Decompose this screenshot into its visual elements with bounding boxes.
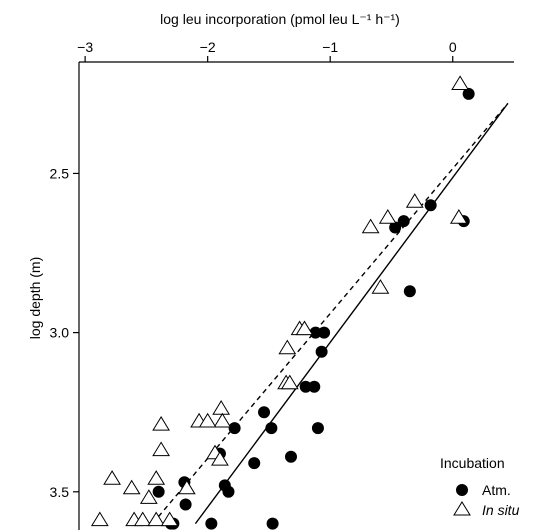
point-atm (205, 517, 218, 530)
point-atm (403, 285, 416, 298)
point-atm (462, 87, 475, 100)
y-tick-label: 2.5 (50, 165, 70, 181)
point-in-situ (451, 75, 469, 90)
point-in-situ (378, 209, 397, 224)
point-in-situ (139, 489, 158, 504)
point-in-situ (147, 470, 166, 485)
point-in-situ (103, 470, 121, 485)
point-atm (389, 221, 402, 234)
point-atm (318, 326, 331, 339)
point-in-situ (152, 415, 170, 431)
point-in-situ (122, 479, 141, 495)
point-in-situ (152, 441, 170, 457)
point-in-situ (278, 339, 297, 355)
x-tick-label: 0 (449, 39, 457, 55)
legend-marker-atm (456, 484, 468, 496)
data-points (90, 75, 475, 530)
legend-label-atm: Atm. (482, 482, 511, 498)
point-in-situ (133, 511, 152, 527)
point-atm (397, 215, 410, 228)
legend: Incubation Atm. In situ (440, 455, 520, 518)
point-atm (266, 517, 279, 530)
x-tick-label: −3 (77, 39, 93, 55)
y-tick-label: 3.5 (50, 484, 70, 500)
point-atm (299, 380, 312, 393)
point-atm (228, 422, 241, 435)
point-in-situ (211, 450, 229, 466)
point-atm (258, 406, 271, 419)
x-tick-label: −1 (322, 39, 338, 55)
point-in-situ (449, 209, 468, 224)
point-atm (265, 422, 278, 435)
point-atm (152, 485, 165, 498)
fit-line-atm (194, 102, 509, 525)
point-in-situ (177, 479, 196, 495)
legend-title: Incubation (440, 455, 505, 471)
point-in-situ (147, 511, 166, 527)
point-in-situ (198, 412, 217, 428)
x-axis-title: log leu incorporation (pmol leu L⁻¹ h⁻¹) (160, 11, 400, 27)
point-atm (311, 422, 324, 435)
point-in-situ (295, 320, 314, 336)
point-atm (248, 457, 261, 470)
point-in-situ (405, 193, 424, 208)
point-atm (424, 199, 437, 212)
point-in-situ (371, 279, 390, 294)
point-in-situ (160, 511, 179, 527)
y-tick-label: 3.0 (50, 325, 70, 341)
point-in-situ (280, 374, 299, 390)
legend-label-in-situ: In situ (482, 502, 520, 518)
point-in-situ (361, 218, 380, 234)
point-in-situ (90, 511, 109, 527)
point-atm (315, 345, 328, 358)
point-in-situ (213, 412, 232, 428)
y-axis-title: log depth (m) (27, 257, 43, 339)
point-atm (308, 380, 321, 393)
point-in-situ (212, 400, 231, 415)
point-atm (222, 485, 235, 498)
point-atm (284, 450, 297, 463)
point-atm (309, 326, 322, 339)
x-tick-label: −2 (200, 39, 216, 55)
axes: −3 −2 −1 0 2.5 3.0 3.5 (50, 39, 514, 530)
legend-marker-in-situ (453, 501, 471, 516)
point-atm (179, 498, 192, 511)
